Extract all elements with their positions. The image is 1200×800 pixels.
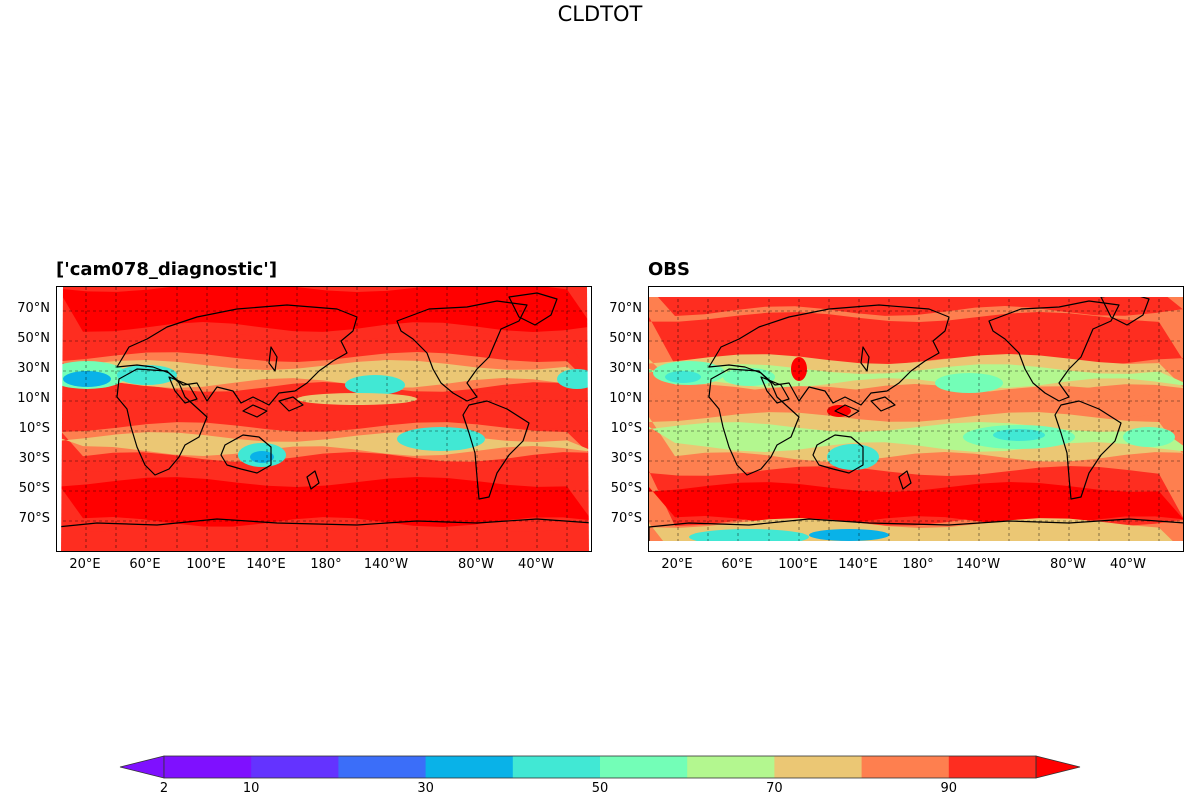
colorbar-segment <box>948 756 1037 778</box>
map-no-data-south <box>649 541 1183 551</box>
dry-zone-pacific-north <box>935 373 1003 393</box>
dry-zone-australia <box>827 444 879 470</box>
colorbar-tick-label: 90 <box>940 781 958 796</box>
lon-tick-label: 140°E <box>838 557 878 572</box>
colorbar <box>119 755 1081 779</box>
lat-tick-label: 50°N <box>17 331 50 346</box>
dry-zone-atlantic <box>557 369 591 389</box>
cloud-band-storm-track <box>649 482 1183 526</box>
cloud-band-north-midlat <box>649 312 1183 368</box>
dry-zone-australia-core <box>250 451 274 463</box>
coastline-3 <box>812 434 864 474</box>
lon-tick-label: 20°E <box>661 557 693 572</box>
lon-tick-label: 80°W <box>458 557 494 572</box>
lon-tick-label: 180° <box>310 557 342 572</box>
colorbar-tick-label: 10 <box>242 781 260 796</box>
lon-tick-label: 140°E <box>246 557 286 572</box>
cloud-band-subtropics-north-dry <box>649 364 1183 388</box>
lat-tick-label: 70°N <box>17 301 50 316</box>
coastline-6 <box>462 400 530 500</box>
coastline-6 <box>1054 400 1122 500</box>
dry-zone-sahara-core <box>665 371 701 383</box>
colorbar-segment <box>861 756 950 778</box>
coastline-3 <box>220 434 272 474</box>
dry-zone-pacific-south <box>397 427 485 451</box>
coastline-10 <box>870 396 896 412</box>
lon-tick-label: 60°E <box>129 557 161 572</box>
map-edge-west <box>57 287 63 551</box>
coastline-4 <box>988 300 1120 402</box>
coastline-9 <box>242 404 268 418</box>
wet-zone-maritime-continent <box>827 405 851 417</box>
lat-tick-label: 10°N <box>17 391 50 406</box>
lat-tick-label: 50°S <box>18 481 50 496</box>
colorbar-segment <box>774 756 863 778</box>
lat-tick-label: 70°S <box>18 511 50 526</box>
colorbar-tick-label: 2 <box>159 781 169 796</box>
lat-tick-label: 10°S <box>18 421 50 436</box>
lon-tick-label: 40°W <box>518 557 554 572</box>
lat-tick-label: 30°S <box>18 451 50 466</box>
colorbar-over-arrow <box>1035 755 1081 779</box>
colorbar-tick-label: 70 <box>766 781 783 796</box>
colorbar-segment <box>164 756 252 778</box>
map-edge-east <box>587 287 591 551</box>
cloud-band-arctic <box>57 287 591 332</box>
lon-tick-label: 140°W <box>363 557 409 572</box>
coastline-10 <box>278 396 304 412</box>
lat-tick-label: 30°S <box>610 451 642 466</box>
coastline-9 <box>834 404 860 418</box>
map-panel-model <box>56 286 592 552</box>
coastline-11 <box>898 470 912 490</box>
dry-zone-arabia <box>723 368 775 386</box>
lon-tick-label: 180° <box>902 557 934 572</box>
lat-tick-label: 70°S <box>610 511 642 526</box>
lon-tick-label: 100°E <box>778 557 818 572</box>
panel-title-obs: OBS <box>648 259 690 280</box>
dry-zone-atlantic-south <box>1123 427 1175 447</box>
dry-zone-sahara-core <box>63 371 111 387</box>
colorbar-outline <box>163 755 1037 779</box>
lat-tick-label: 50°S <box>610 481 642 496</box>
colorbar-segment <box>338 756 427 778</box>
cloud-band-subtropics-north-dry <box>57 360 591 388</box>
colorbar-segment <box>425 756 514 778</box>
colorbar-segment <box>512 756 601 778</box>
lat-tick-label: 30°N <box>17 361 50 376</box>
colorbar-under-arrow <box>119 755 165 779</box>
map-no-data-north <box>649 287 1183 297</box>
dry-zone-pacific-north <box>345 375 405 395</box>
dry-zone-antarctic-core <box>809 529 889 541</box>
lon-tick-label: 20°E <box>69 557 101 572</box>
lat-tick-label: 30°N <box>609 361 642 376</box>
lat-tick-label: 50°N <box>609 331 642 346</box>
lon-tick-label: 100°E <box>186 557 226 572</box>
wet-zone-tibet <box>791 357 807 381</box>
figure-title: CLDTOT <box>557 2 643 26</box>
colorbar-tick-label: 30 <box>417 781 434 796</box>
lon-tick-label: 40°W <box>1110 557 1146 572</box>
coastline-11 <box>306 470 320 490</box>
coastline-4 <box>396 300 528 402</box>
colorbar-segment <box>600 756 688 778</box>
lat-tick-label: 10°S <box>610 421 642 436</box>
map-panel-obs <box>648 286 1184 552</box>
lon-tick-label: 140°W <box>955 557 1001 572</box>
lon-tick-label: 80°W <box>1050 557 1086 572</box>
cloud-band-storm-track <box>57 477 591 527</box>
cloud-band-itcz <box>649 386 1183 420</box>
lat-tick-label: 70°N <box>609 301 642 316</box>
lon-tick-label: 60°E <box>721 557 753 572</box>
panel-title-model: ['cam078_diagnostic'] <box>56 259 278 280</box>
coastline-1 <box>708 304 950 406</box>
colorbar-segment <box>687 756 775 778</box>
colorbar-tick-label: 50 <box>591 781 609 796</box>
lat-tick-label: 10°N <box>609 391 642 406</box>
dry-zone-pacific-south-core <box>993 429 1045 441</box>
coastline-1 <box>116 304 358 406</box>
colorbar-segment <box>251 756 339 778</box>
